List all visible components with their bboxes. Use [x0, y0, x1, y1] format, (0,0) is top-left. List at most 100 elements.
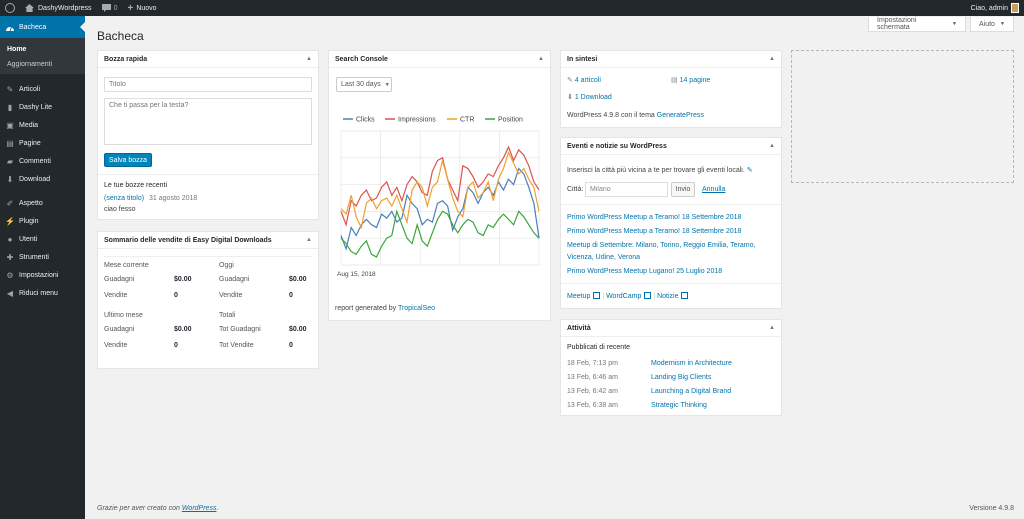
search-console-widget: Search Console ▲ Last 30 days ▼ Clicks Impr… [328, 50, 551, 321]
posts-count[interactable]: ✎ 4 articoli [567, 76, 601, 84]
page-icon: ▤ [671, 77, 678, 84]
new-content-link[interactable]: + Nuovo [122, 0, 161, 16]
menu-item-download[interactable]: ⬇ Download [0, 170, 85, 188]
search-console-header[interactable]: Search Console ▲ [329, 51, 550, 68]
downloads-link[interactable]: 1 Download [574, 94, 612, 101]
menu-item-dashy-lite[interactable]: ▮ Dashy Lite [0, 98, 85, 116]
settings-icon: ⚙ [6, 270, 14, 280]
menu-item-settings[interactable]: ⚙ Impostazioni [0, 266, 85, 284]
collapse-arrow-icon[interactable]: ▲ [306, 237, 312, 243]
pin-icon: ✎ [6, 84, 14, 94]
menu-item-plugins[interactable]: ⚡ Plugin [0, 212, 85, 230]
plus-icon: + [127, 2, 134, 14]
comment-bubble-icon [101, 4, 111, 12]
edd-block-heading: Mese corrente [104, 262, 149, 269]
chart-icon: ▮ [7, 102, 13, 112]
download-icon: ⬇ [6, 174, 14, 184]
dashboard-submenu: Home Aggiornamenti [0, 38, 85, 74]
empty-widget-drop-zone[interactable] [791, 50, 1014, 183]
activity-header[interactable]: Attività ▲ [561, 320, 781, 337]
draft-link[interactable]: (senza titolo) [104, 195, 145, 202]
activity-post-link[interactable]: Strategic Thinking [651, 402, 707, 409]
edit-pencil-icon[interactable]: ✎ [746, 167, 753, 174]
x-axis-start-label: Aug 15, 2018 [337, 271, 376, 278]
edd-earnings-value: $0.00 [289, 276, 307, 283]
screen-options-label: Impostazioni schermata [877, 17, 917, 31]
downloads-count[interactable]: ⬇ 1 Download [567, 93, 612, 101]
collapse-arrow-icon[interactable]: ▲ [769, 143, 775, 149]
event-item[interactable]: Primo WordPress Meetup a Teramo! 18 Sett… [567, 214, 742, 221]
event-item[interactable]: Primo WordPress Meetup a Teramo! 18 Sett… [567, 228, 742, 235]
external-link-icon [681, 292, 689, 299]
event-item[interactable]: Meetup di Settembre: Milano, Torino, Reg… [567, 242, 756, 249]
footer-thanks: Grazie per aver creato con WordPress. [97, 505, 219, 512]
posts-link[interactable]: 4 articoli [574, 77, 601, 84]
quick-draft-header[interactable]: Bozza rapida ▲ [98, 51, 318, 68]
events-header[interactable]: Eventi e notizie su WordPress ▲ [561, 138, 781, 155]
menu-item-appearance[interactable]: ✐ Aspetto [0, 194, 85, 212]
comment-icon: ▰ [6, 156, 14, 166]
submenu-home[interactable]: Home [7, 46, 27, 53]
comments-link[interactable]: 0 [97, 0, 123, 16]
help-button[interactable]: Aiuto ▼ [970, 17, 1014, 32]
draft-title-input[interactable] [104, 77, 312, 92]
home-icon [25, 4, 34, 12]
date-range-select[interactable]: Last 30 days ▼ [336, 77, 392, 92]
menu-item-media[interactable]: ▣ Media [0, 116, 85, 134]
my-account-link[interactable]: Ciao, admin [966, 0, 1024, 16]
wrench-icon: ✚ [6, 252, 14, 262]
pages-link[interactable]: 14 pagine [679, 77, 711, 84]
edd-sales-value: 0 [174, 342, 178, 349]
news-link[interactable]: Notizie [657, 292, 689, 300]
edd-sales-value: 0 [174, 292, 178, 299]
collapse-arrow-icon[interactable]: ▲ [769, 325, 775, 331]
save-draft-button[interactable]: Salva bozza [104, 153, 152, 167]
menu-item-collapse[interactable]: ◀ Riduci menu [0, 284, 85, 302]
menu-item-pages[interactable]: ▤ Pagine [0, 134, 85, 152]
menu-label: Strumenti [19, 253, 49, 261]
menu-item-posts[interactable]: ✎ Articoli [0, 80, 85, 98]
site-name-link[interactable]: DashyWordpress [20, 0, 97, 16]
menu-item-tools[interactable]: ✚ Strumenti [0, 248, 85, 266]
recent-drafts-heading: Le tue bozze recenti [104, 182, 168, 189]
event-item[interactable]: Primo WordPress Meetup Lugano! 25 Luglio… [567, 268, 723, 275]
page-icon: ▤ [6, 138, 14, 148]
widget-title: Search Console [335, 55, 388, 63]
wordpress-logo-icon[interactable] [0, 0, 20, 16]
at-a-glance-header[interactable]: In sintesi ▲ [561, 51, 781, 68]
edd-sales-widget: Sommario delle vendite di Easy Digital D… [97, 231, 319, 369]
edd-block-heading: Totali [219, 312, 236, 319]
triangle-down-icon: ▼ [952, 21, 957, 27]
wordpress-link[interactable]: WordPress [181, 505, 217, 512]
page-title: Bacheca [97, 29, 144, 43]
submenu-updates[interactable]: Aggiornamenti [7, 61, 53, 68]
menu-item-comments[interactable]: ▰ Commenti [0, 152, 85, 170]
activity-post-link[interactable]: Landing Big Clients [651, 374, 712, 381]
theme-link[interactable]: GeneratePress [656, 112, 704, 119]
meetup-link[interactable]: Meetup [567, 292, 601, 300]
send-button[interactable]: Invio [671, 182, 695, 197]
menu-item-dashboard[interactable]: Bacheca [0, 16, 85, 38]
city-input[interactable] [585, 182, 668, 197]
menu-label: Media [19, 121, 39, 129]
edd-sales-value: 0 [289, 342, 293, 349]
cancel-link[interactable]: Annulla [702, 186, 726, 193]
activity-post-link[interactable]: Launching a Digital Brand [651, 388, 732, 395]
collapse-arrow-icon[interactable]: ▲ [769, 56, 775, 62]
collapse-arrow-icon[interactable]: ▲ [538, 56, 544, 62]
pages-count[interactable]: ▤ 14 pagine [671, 76, 710, 84]
tropicalseo-link[interactable]: TropicalSeo [397, 305, 436, 312]
activity-post-link[interactable]: Modernism in Architecture [651, 360, 732, 367]
edd-block-heading: Oggi [219, 262, 234, 269]
edd-earnings-label: Guadagni [219, 276, 250, 283]
at-a-glance-widget: In sintesi ▲ ✎ 4 articoli ▤ 14 pagine ⬇ 1… [560, 50, 782, 128]
screen-options-button[interactable]: Impostazioni schermata ▼ [868, 17, 966, 32]
collapse-arrow-icon[interactable]: ▲ [306, 56, 312, 62]
draft-content-input[interactable] [104, 98, 312, 145]
activity-date: 18 Feb, 7:13 pm [567, 360, 618, 367]
wordcamp-link[interactable]: WordCamp [606, 292, 652, 300]
menu-item-users[interactable]: ● Utenti [0, 230, 85, 248]
edd-header[interactable]: Sommario delle vendite di Easy Digital D… [98, 232, 318, 249]
event-item-continued[interactable]: Vicenza, Udine, Verona [567, 254, 641, 261]
events-intro-text: Inserisci la città più vicina a te per t… [567, 167, 745, 174]
